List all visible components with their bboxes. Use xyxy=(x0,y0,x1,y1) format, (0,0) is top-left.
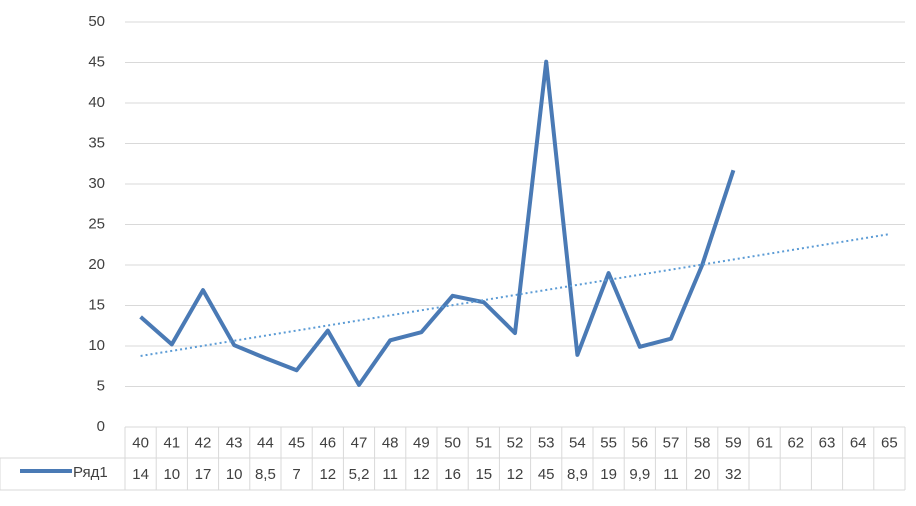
table-value: 17 xyxy=(195,466,212,483)
table-value: 8,5 xyxy=(255,466,276,483)
x-tick-label: 43 xyxy=(226,434,243,451)
x-tick-label: 61 xyxy=(756,434,773,451)
table-value: 32 xyxy=(725,466,742,483)
x-tick-label: 53 xyxy=(538,434,555,451)
x-tick-label: 45 xyxy=(288,434,305,451)
legend-label: Ряд1 xyxy=(73,464,108,481)
x-tick-label: 62 xyxy=(787,434,804,451)
table-value: 12 xyxy=(319,466,336,483)
table-value: 7 xyxy=(292,466,300,483)
table-value: 9,9 xyxy=(629,466,650,483)
y-tick-label: 40 xyxy=(88,94,105,111)
x-tick-label: 52 xyxy=(507,434,524,451)
table-value: 12 xyxy=(413,466,430,483)
table-value: 10 xyxy=(163,466,180,483)
table-value: 16 xyxy=(444,466,461,483)
x-tick-label: 40 xyxy=(132,434,149,451)
x-tick-label: 57 xyxy=(663,434,680,451)
x-tick-label: 63 xyxy=(819,434,836,451)
table-value: 12 xyxy=(507,466,524,483)
y-tick-label: 45 xyxy=(88,53,105,70)
table-value: 11 xyxy=(663,466,679,483)
y-tick-label: 5 xyxy=(97,377,105,394)
x-tick-label: 49 xyxy=(413,434,430,451)
x-tick-label: 65 xyxy=(881,434,898,451)
x-tick-label: 51 xyxy=(475,434,492,451)
x-tick-label: 54 xyxy=(569,434,586,451)
table-value: 11 xyxy=(382,466,398,483)
x-tick-label: 47 xyxy=(351,434,368,451)
series-line xyxy=(139,59,736,387)
x-tick-label: 59 xyxy=(725,434,742,451)
x-tick-label: 56 xyxy=(631,434,648,451)
y-tick-label: 10 xyxy=(88,337,105,354)
table-value: 45 xyxy=(538,466,555,483)
y-tick-label: 25 xyxy=(88,215,105,232)
x-tick-label: 55 xyxy=(600,434,617,451)
x-tick-label: 64 xyxy=(850,434,867,451)
x-tick-label: 48 xyxy=(382,434,399,451)
table-value: 8,9 xyxy=(567,466,588,483)
y-tick-label: 20 xyxy=(88,256,105,273)
table-value: 19 xyxy=(600,466,617,483)
x-tick-label: 41 xyxy=(163,434,180,451)
table-value: 20 xyxy=(694,466,711,483)
x-tick-label: 42 xyxy=(195,434,212,451)
trendline xyxy=(140,233,890,357)
y-tick-label: 35 xyxy=(88,134,105,151)
table-value: 5,2 xyxy=(349,466,370,483)
y-tick-label: 30 xyxy=(88,175,105,192)
y-tick-label: 0 xyxy=(97,418,105,435)
x-tick-label: 50 xyxy=(444,434,461,451)
y-tick-label: 50 xyxy=(88,13,105,30)
table-value: 10 xyxy=(226,466,243,483)
y-tick-label: 15 xyxy=(88,296,105,313)
table-value: 14 xyxy=(132,466,149,483)
x-tick-label: 58 xyxy=(694,434,711,451)
table-value: 15 xyxy=(475,466,492,483)
x-tick-label: 46 xyxy=(319,434,336,451)
x-tick-label: 44 xyxy=(257,434,274,451)
